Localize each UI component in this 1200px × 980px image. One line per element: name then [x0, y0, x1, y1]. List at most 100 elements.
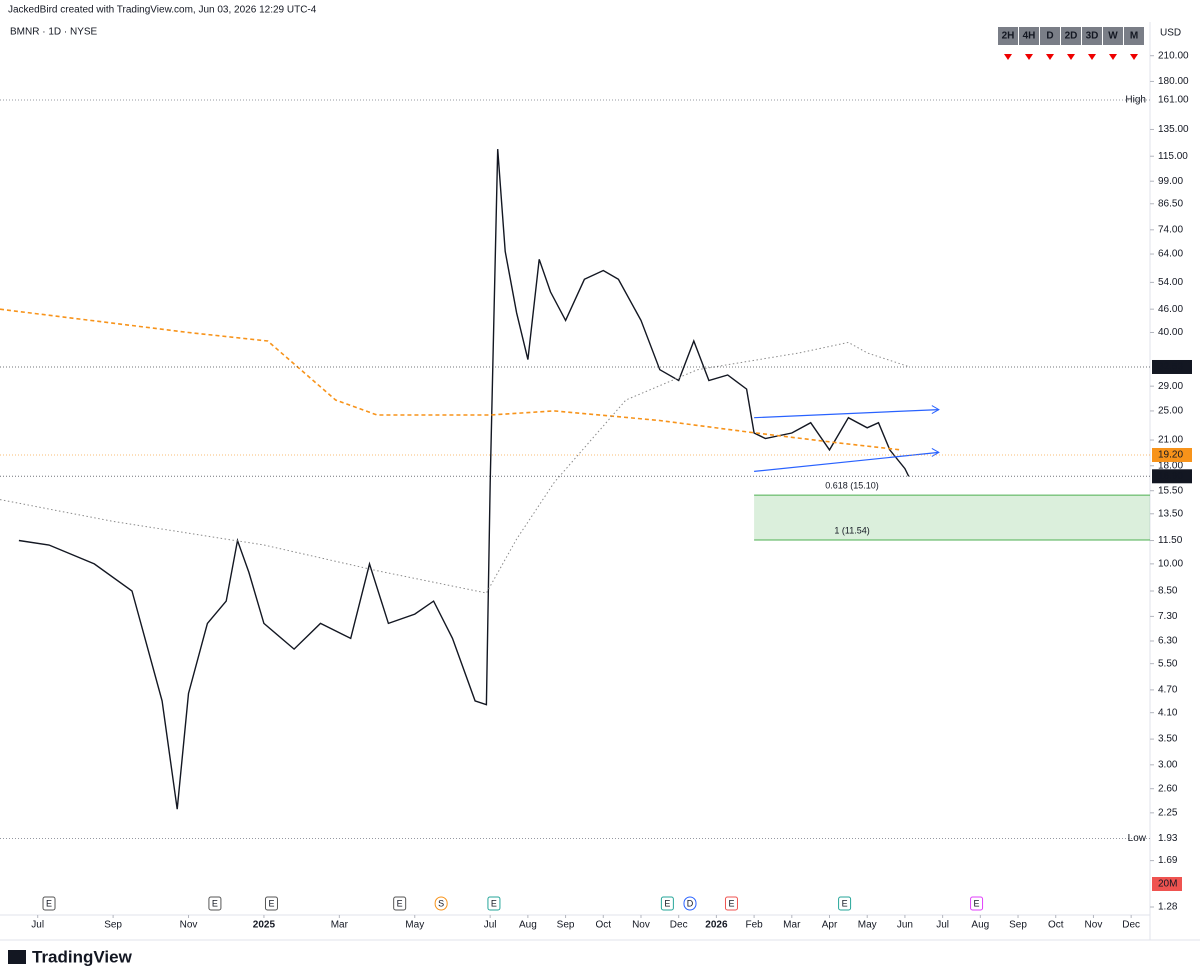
y-tick-label: 115.00 [1158, 151, 1188, 162]
y-tick-label: 6.30 [1158, 636, 1178, 647]
x-tick-label: May [858, 920, 877, 931]
timeframe-button[interactable] [1103, 27, 1123, 45]
x-tick-label: Aug [519, 920, 537, 931]
y-tick-label: 1.28 [1158, 902, 1178, 913]
y-tick-label: 40.00 [1158, 327, 1183, 338]
x-tick-label: Nov [1085, 920, 1103, 931]
volume-label-box [1152, 877, 1182, 891]
event-label: E [491, 898, 497, 908]
x-tick-label: Jul [936, 920, 949, 931]
event-marker [487, 896, 501, 911]
timeframe-arrow [1004, 54, 1012, 60]
y-tick-label: 11.50 [1158, 535, 1183, 546]
fib-label: 0.618 (15.10) [825, 480, 879, 490]
x-tick-label: Feb [745, 920, 763, 931]
y-tick-label: 3.00 [1158, 759, 1178, 770]
timeframe-button[interactable] [1061, 27, 1081, 45]
x-tick-label: Oct [1048, 920, 1064, 931]
timeframe-arrow [1130, 54, 1138, 60]
timeframe-arrow [1109, 54, 1117, 60]
x-tick-label: Nov [632, 920, 650, 931]
price-marker-box [1152, 93, 1192, 108]
event-marker [724, 896, 738, 911]
x-tick-label: Apr [822, 920, 838, 931]
timeframe-button[interactable] [998, 27, 1018, 45]
price-line [0, 341, 909, 594]
price-marker-label: 32.53 [1158, 362, 1183, 373]
y-tick-label: 64.00 [1158, 249, 1183, 260]
price-line [0, 308, 902, 451]
y-tick-label: 99.00 [1158, 176, 1183, 187]
fib-zone [754, 495, 1150, 540]
timeframe-label: 2H [1002, 31, 1015, 42]
timeframe-arrow [1025, 54, 1033, 60]
x-tick-label: Sep [1009, 920, 1027, 931]
footer-logo: TradingView [32, 947, 133, 966]
x-tick-label: Sep [557, 920, 575, 931]
event-marker [42, 896, 56, 911]
event-label: E [268, 898, 274, 908]
timeframe-label: W [1108, 31, 1118, 42]
event-label: E [397, 898, 403, 908]
x-tick-label: Mar [783, 920, 801, 931]
event-marker [264, 896, 278, 911]
y-tick-label: 13.50 [1158, 508, 1183, 519]
timeframe-button[interactable] [1019, 27, 1039, 45]
x-tick-label: Oct [595, 920, 611, 931]
timeframe-label: 2D [1065, 31, 1078, 42]
x-tick-label: 2025 [253, 920, 276, 931]
price-marker-box [1152, 447, 1192, 462]
price-line [18, 149, 910, 810]
event-label: E [46, 898, 52, 908]
price-marker-box [1152, 359, 1192, 374]
event-label: S [438, 898, 444, 908]
x-tick-label: Nov [180, 920, 198, 931]
timeframe-arrow [1046, 54, 1054, 60]
y-tick-label: 46.00 [1158, 304, 1183, 315]
y-tick-label: 86.50 [1158, 198, 1183, 209]
price-marker-label: 16.90 [1158, 471, 1183, 482]
trendline-arrow [931, 405, 940, 415]
trendline-arrow [931, 447, 940, 457]
event-marker [970, 896, 984, 911]
y-tick-label: 180.00 [1158, 76, 1189, 87]
y-tick-label: 5.50 [1158, 658, 1178, 669]
volume-label: 20M [1158, 879, 1177, 890]
timeframe-button[interactable] [1124, 27, 1144, 45]
timeframe-button[interactable] [1040, 27, 1060, 45]
timeframe-button[interactable] [1082, 27, 1102, 45]
symbol-title: BMNR · 1D · NYSE [10, 27, 98, 38]
y-tick-label: 21.00 [1158, 435, 1183, 446]
price-marker-label: 19.20 [1158, 450, 1183, 461]
fib-label: 1 (11.54) [834, 525, 869, 535]
event-label: D [687, 898, 694, 908]
y-tick-label: 135.00 [1158, 124, 1189, 135]
y-tick-label: 4.10 [1158, 707, 1178, 718]
x-tick-label: Dec [670, 920, 688, 931]
price-marker-label: 1.93 [1158, 833, 1178, 844]
price-marker-name: Low [1128, 833, 1147, 844]
event-marker [660, 896, 674, 911]
event-label: E [842, 898, 848, 908]
trendline [754, 451, 939, 472]
x-tick-label: May [405, 920, 424, 931]
y-tick-label: 18.00 [1158, 460, 1183, 471]
y-tick-label: 74.00 [1158, 224, 1183, 235]
price-marker-box [1152, 831, 1192, 846]
y-tick-label: 15.50 [1158, 485, 1183, 496]
x-tick-label: Dec [1122, 920, 1140, 931]
author-line: JackedBird created with TradingView.com,… [8, 5, 317, 16]
event-label: E [212, 898, 218, 908]
event-marker [434, 896, 448, 911]
x-tick-label: Mar [331, 920, 349, 931]
timeframe-label: D [1046, 31, 1053, 42]
y-tick-label: 7.30 [1158, 611, 1178, 622]
timeframe-label: 4H [1023, 31, 1036, 42]
event-marker [683, 896, 697, 911]
timeframe-label: M [1130, 31, 1138, 42]
timeframe-arrow [1088, 54, 1096, 60]
y-tick-label: 3.50 [1158, 734, 1178, 745]
y-tick-label: 29.00 [1158, 381, 1183, 392]
price-marker-box [1152, 469, 1192, 484]
